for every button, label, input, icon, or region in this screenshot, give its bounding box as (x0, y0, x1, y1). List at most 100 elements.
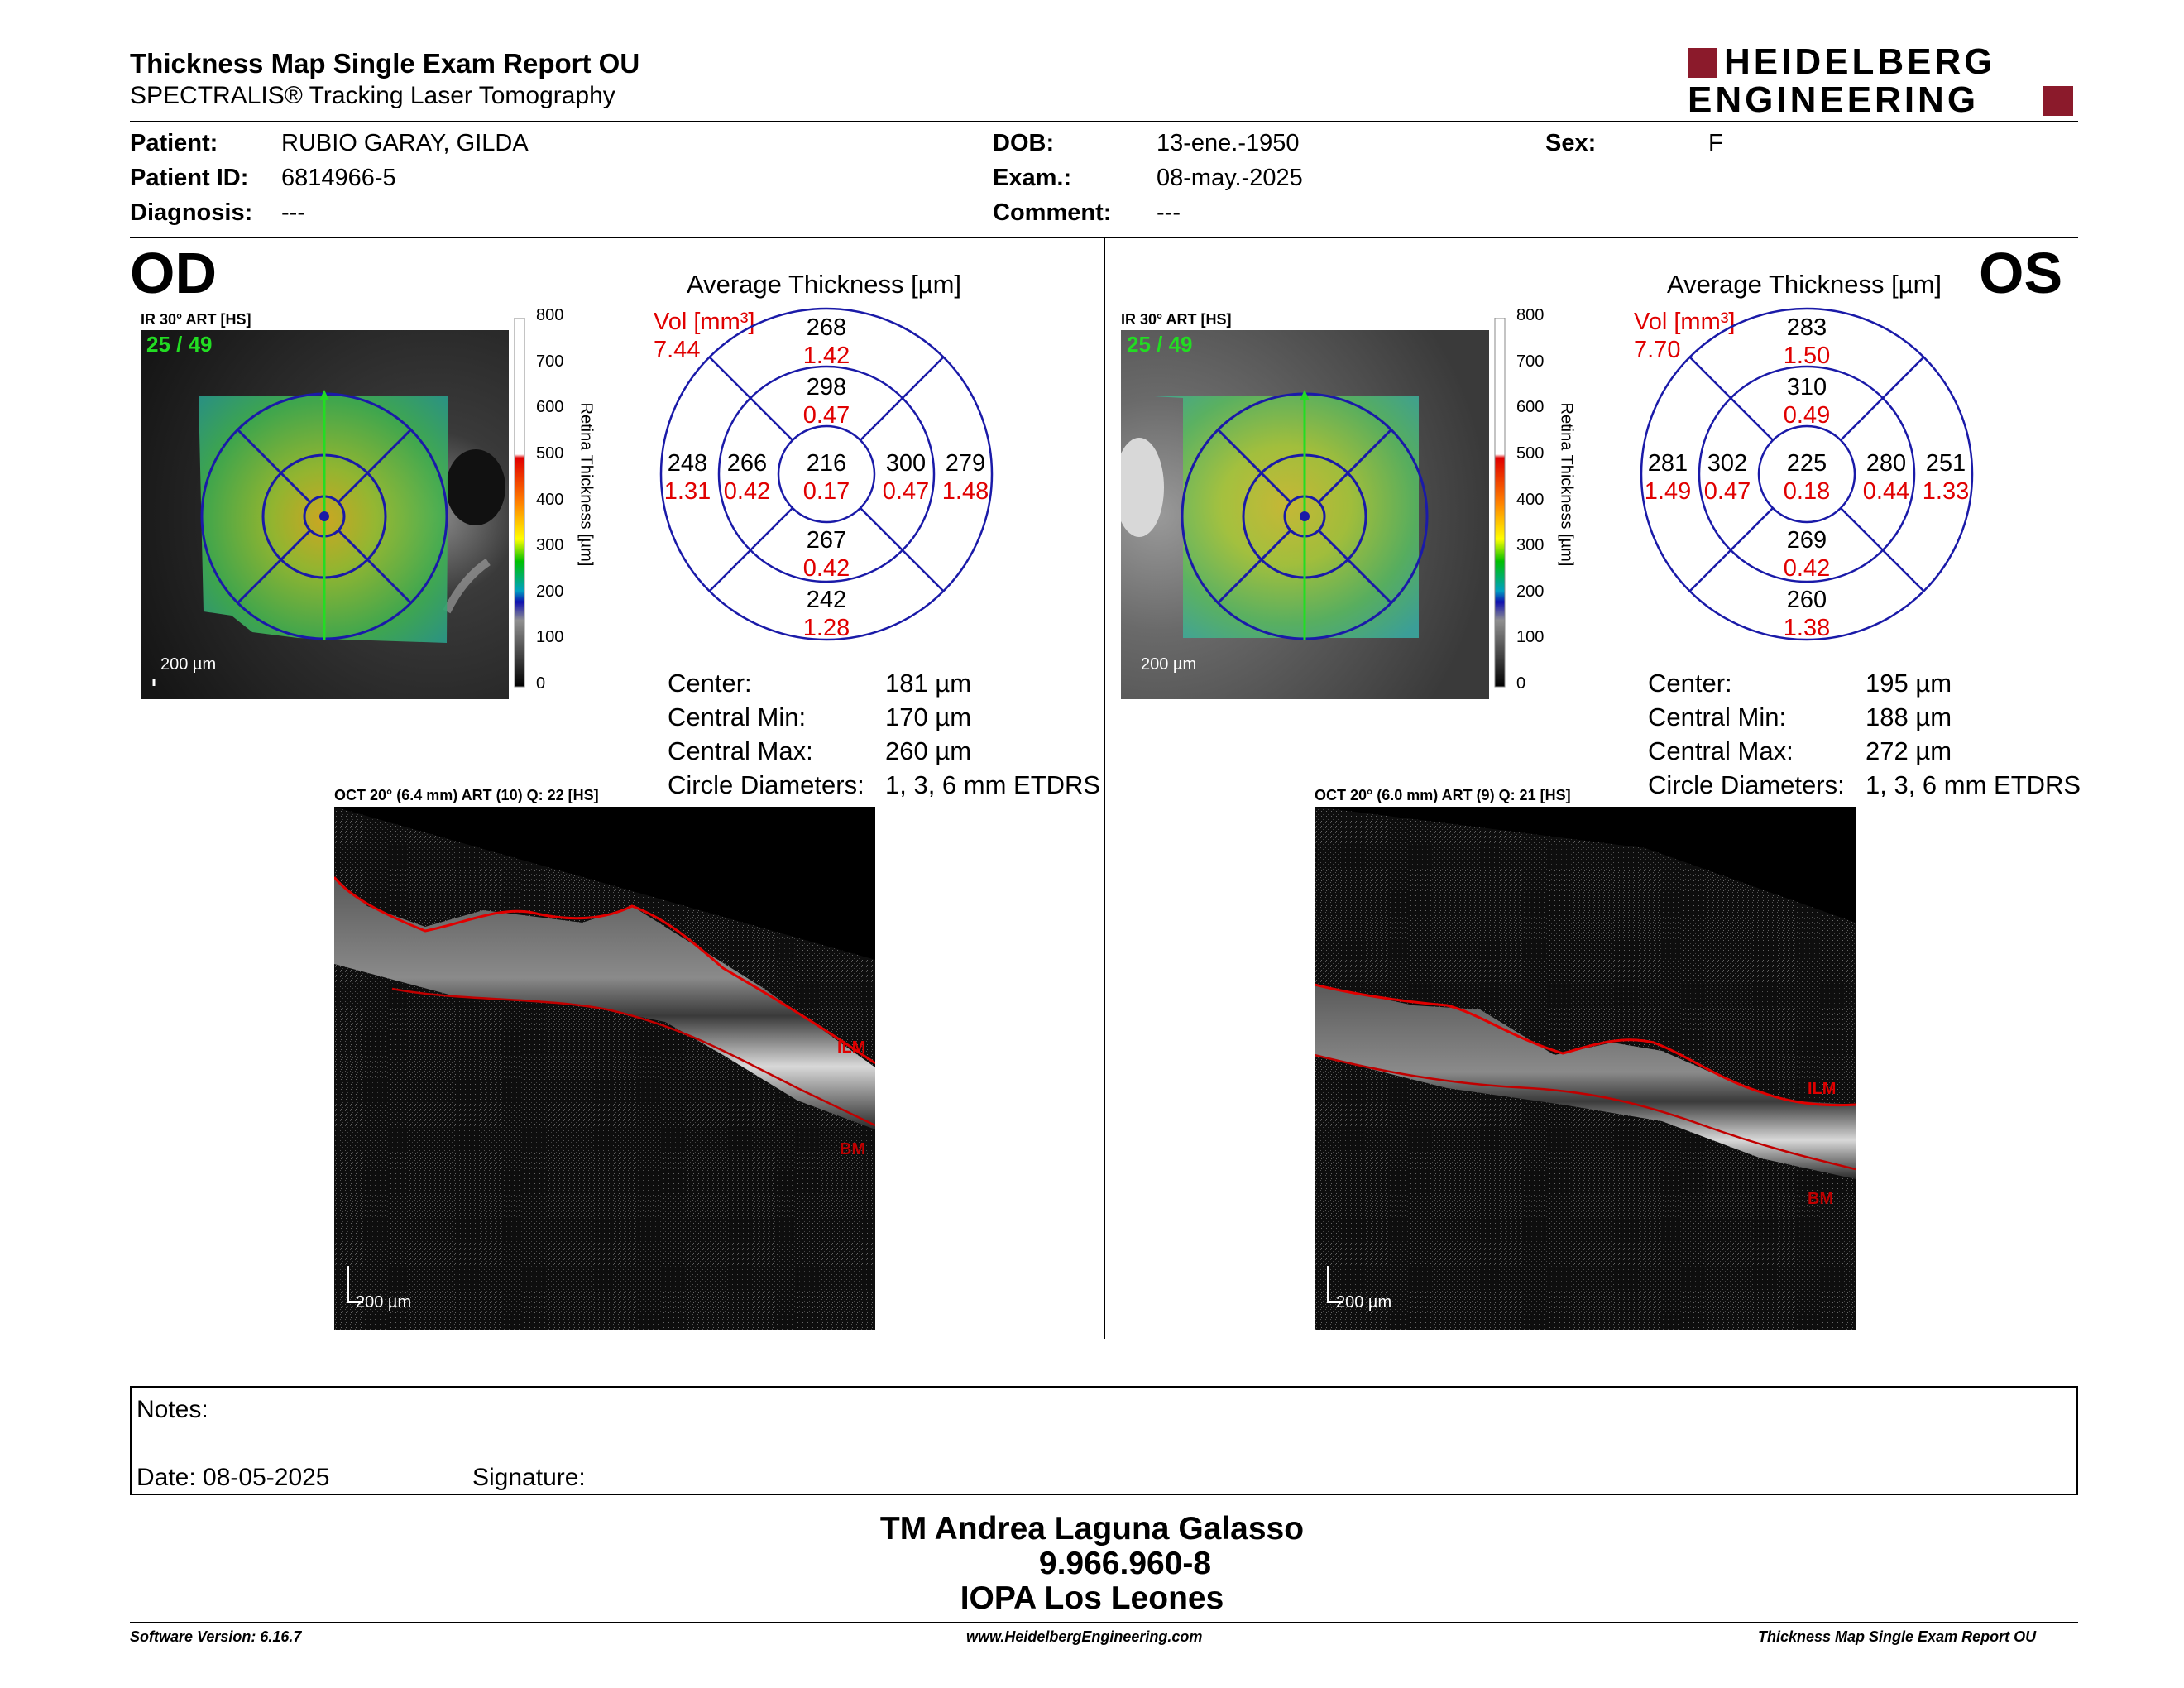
comment-value: --- (1157, 199, 1181, 226)
od-tick: 600 (536, 398, 564, 416)
patient-id-label: Patient ID: (130, 165, 249, 191)
od-oct-scale: 200 µm (356, 1293, 412, 1312)
od-nas-outer-vol: 1.48 (941, 478, 989, 505)
os-diam-value: 1, 3, 6 mm ETDRS (1866, 770, 2081, 799)
os-oct-label: OCT 20° (6.0 mm) ART (9) Q: 21 [HS] (1315, 787, 1571, 803)
diagnosis-label: Diagnosis: (130, 199, 253, 226)
os-temp-outer-vol: 1.49 (1644, 478, 1692, 505)
os-avg-title: Average Thickness [µm] (1667, 270, 1942, 299)
od-temp-outer-thick: 248 (667, 450, 708, 477)
od-sup-outer-thick: 268 (806, 314, 847, 341)
od-sup-inner-thick: 298 (806, 374, 847, 400)
report-subtitle: SPECTRALIS® Tracking Laser Tomography (130, 82, 615, 109)
os-oct-scale: 200 µm (1336, 1293, 1392, 1312)
os-tick: 200 (1516, 583, 1545, 601)
od-temp-inner-thick: 266 (726, 450, 768, 477)
dob-value: 13-ene.-1950 (1157, 130, 1300, 156)
os-center-label: Center: (1648, 669, 1732, 698)
od-center-thick: 216 (806, 450, 847, 477)
center-divider (1104, 238, 1105, 1339)
od-tick: 0 (536, 674, 546, 693)
os-temp-inner-vol: 0.47 (1703, 478, 1751, 505)
os-nas-inner-thick: 280 (1866, 450, 1907, 477)
footer-website[interactable]: www.HeidelbergEngineering.com (966, 1628, 1203, 1645)
footer-version: Software Version: 6.16.7 (130, 1628, 302, 1645)
os-oct-bscan (1315, 807, 1856, 1330)
od-oct-label: OCT 20° (6.4 mm) ART (10) Q: 22 [HS] (334, 787, 599, 803)
od-diam-label: Circle Diameters: (668, 770, 864, 799)
os-vol-label: Vol [mm³] (1634, 309, 1736, 335)
os-bm-label: BM (1808, 1190, 1834, 1208)
report-title: Thickness Map Single Exam Report OU (130, 48, 640, 79)
os-nas-outer-thick: 251 (1925, 450, 1966, 477)
od-center-label: Center: (668, 669, 752, 698)
os-fundus-scale: 200 µm (1141, 655, 1197, 674)
od-vol-total: 7.44 (654, 337, 701, 363)
header-rule (130, 121, 2078, 122)
os-ir-label: IR 30° ART [HS] (1121, 311, 1232, 328)
od-inf-outer-thick: 242 (806, 587, 847, 613)
os-inf-outer-vol: 1.38 (1783, 615, 1831, 641)
os-tick: 500 (1516, 444, 1545, 463)
sex-value: F (1708, 130, 1723, 156)
footer-report-name: Thickness Map Single Exam Report OU (1758, 1628, 2037, 1645)
diagnosis-value: --- (281, 199, 305, 226)
os-sup-inner-vol: 0.49 (1783, 402, 1831, 429)
os-etdrs-grid (1640, 307, 1974, 641)
os-inf-inner-vol: 0.42 (1783, 555, 1831, 582)
notes-date: Date: 08-05-2025 (136, 1464, 330, 1491)
od-center-vol: 0.17 (802, 478, 850, 505)
logo-line2: ENGINEERING (1688, 79, 1980, 120)
od-temp-inner-vol: 0.42 (723, 478, 771, 505)
os-ilm-label: ILM (1808, 1080, 1837, 1098)
od-inf-inner-thick: 267 (806, 527, 847, 554)
os-tick: 100 (1516, 628, 1545, 646)
od-tick: 700 (536, 352, 564, 371)
sex-label: Sex: (1545, 130, 1597, 156)
od-vol-label: Vol [mm³] (654, 309, 755, 335)
od-bm-label: BM (840, 1140, 866, 1158)
od-oct-bscan (334, 807, 875, 1330)
notes-box[interactable]: Notes: Date: 08-05-2025 Signature: (130, 1386, 2078, 1495)
os-max-value: 272 µm (1866, 736, 1952, 765)
od-tick: 400 (536, 491, 564, 509)
os-sup-inner-thick: 310 (1786, 374, 1827, 400)
eye-label-os: OS (1979, 241, 2063, 305)
os-tick: 600 (1516, 398, 1545, 416)
od-nas-outer-thick: 279 (945, 450, 986, 477)
os-nas-inner-vol: 0.44 (1862, 478, 1910, 505)
os-center-thick: 225 (1786, 450, 1827, 477)
os-sup-outer-vol: 1.50 (1783, 343, 1831, 369)
od-min-value: 170 µm (885, 703, 972, 731)
od-sup-inner-vol: 0.47 (802, 402, 850, 429)
os-center-value: 195 µm (1866, 669, 1952, 698)
od-colorbar-title: Retina Thickness [µm] (577, 402, 596, 567)
os-nas-outer-vol: 1.33 (1922, 478, 1970, 505)
logo-line1: HEIDELBERG (1724, 41, 1996, 82)
os-center-vol: 0.18 (1783, 478, 1831, 505)
eye-label-od: OD (130, 241, 217, 305)
od-frame-counter: 25 / 49 (146, 332, 213, 357)
od-center-value: 181 µm (885, 669, 972, 698)
signer-institution: IOPA Los Leones (960, 1580, 1224, 1616)
os-min-value: 188 µm (1866, 703, 1952, 731)
od-min-label: Central Min: (668, 703, 807, 731)
os-colorbar-ticks: 800 700 600 500 400 300 200 100 0 (1516, 306, 1549, 695)
od-tick: 100 (536, 628, 564, 646)
od-fundus-scale: 200 µm (160, 655, 217, 674)
os-tick: 300 (1516, 536, 1545, 554)
os-grid-values: 283 1.50 310 0.49 281 1.49 302 0.47 225 … (1639, 306, 1975, 642)
os-sup-outer-thick: 283 (1786, 314, 1827, 341)
od-max-value: 260 µm (885, 736, 972, 765)
os-inf-outer-thick: 260 (1786, 587, 1827, 613)
os-inf-inner-thick: 269 (1786, 527, 1827, 554)
od-grid-values: 268 1.42 298 0.47 248 1.31 266 0.42 216 … (659, 306, 994, 642)
os-fundus-image (1121, 330, 1489, 699)
footer-rule (130, 1622, 2078, 1623)
os-tick: 700 (1516, 352, 1545, 371)
od-ilm-label: ILM (837, 1038, 866, 1057)
logo-square-bottom (2043, 86, 2073, 116)
od-tick: 800 (536, 306, 564, 324)
exam-label: Exam.: (993, 165, 1072, 191)
od-inf-outer-vol: 1.28 (802, 615, 850, 641)
